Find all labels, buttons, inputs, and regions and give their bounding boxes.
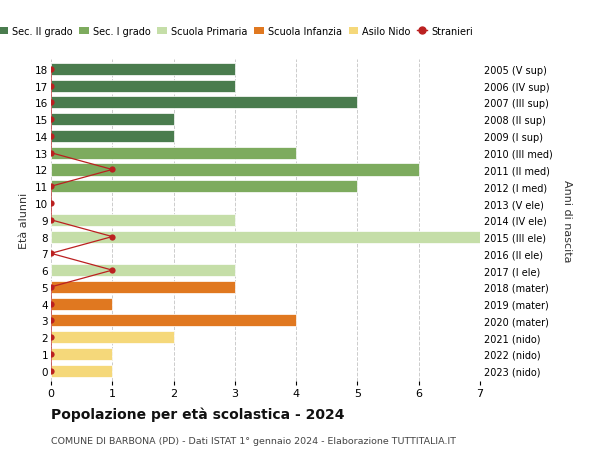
- Bar: [51, 214, 235, 226]
- Bar: [51, 64, 235, 76]
- Bar: [51, 97, 358, 109]
- Text: COMUNE DI BARBONA (PD) - Dati ISTAT 1° gennaio 2024 - Elaborazione TUTTITALIA.IT: COMUNE DI BARBONA (PD) - Dati ISTAT 1° g…: [51, 436, 456, 445]
- Bar: [51, 365, 112, 377]
- Bar: [51, 80, 235, 92]
- Bar: [51, 298, 112, 310]
- Text: Popolazione per età scolastica - 2024: Popolazione per età scolastica - 2024: [51, 406, 344, 421]
- Bar: [51, 114, 173, 126]
- Y-axis label: Anni di nascita: Anni di nascita: [562, 179, 572, 262]
- Y-axis label: Età alunni: Età alunni: [19, 192, 29, 248]
- Bar: [51, 331, 173, 343]
- Bar: [51, 315, 296, 327]
- Bar: [51, 348, 112, 360]
- Legend: Sec. II grado, Sec. I grado, Scuola Primaria, Scuola Infanzia, Asilo Nido, Stran: Sec. II grado, Sec. I grado, Scuola Prim…: [0, 23, 476, 40]
- Bar: [51, 131, 173, 143]
- Bar: [51, 231, 480, 243]
- Bar: [51, 147, 296, 159]
- Bar: [51, 164, 419, 176]
- Bar: [51, 281, 235, 293]
- Bar: [51, 181, 358, 193]
- Bar: [51, 264, 235, 276]
